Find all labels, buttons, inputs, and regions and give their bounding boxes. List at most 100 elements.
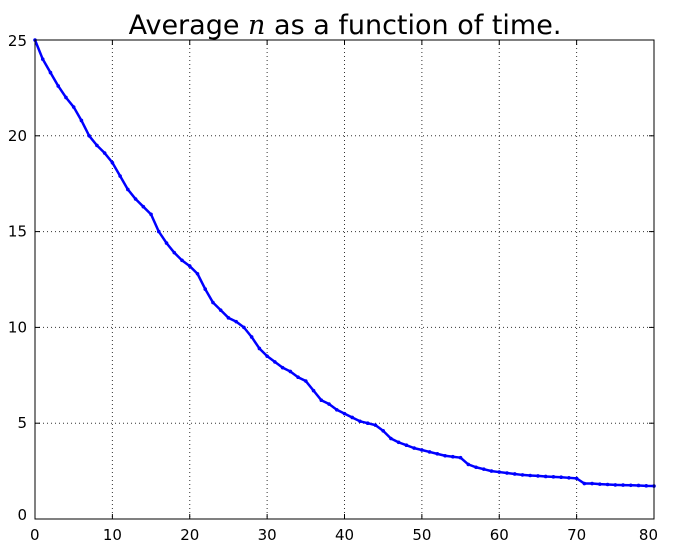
data-point	[157, 229, 161, 234]
data-point	[536, 474, 540, 478]
x-tick-label: 30	[258, 526, 277, 544]
data-point	[489, 469, 494, 473]
y-tick-label: 25	[8, 32, 27, 50]
data-point	[644, 484, 649, 488]
data-point	[311, 388, 316, 393]
chart-title-variable: n	[248, 10, 265, 41]
x-tick-label: 10	[103, 526, 122, 544]
data-point	[242, 325, 246, 330]
x-tick-label: 70	[567, 526, 586, 544]
data-point	[551, 475, 556, 479]
data-point	[636, 483, 641, 488]
data-point	[451, 454, 455, 459]
x-tick-label: 80	[639, 526, 658, 544]
data-point	[296, 375, 300, 380]
data-point	[559, 475, 563, 480]
data-point	[628, 483, 633, 488]
data-point	[373, 423, 378, 427]
y-tick-label: 0	[17, 506, 27, 524]
data-point	[203, 287, 208, 291]
data-point	[443, 453, 447, 458]
y-tick-label: 10	[8, 318, 27, 336]
plot-frame	[34, 39, 655, 520]
data-points	[33, 38, 656, 488]
data-point	[288, 369, 293, 374]
chart-title: Average n as a function of time.	[129, 10, 562, 41]
data-point	[79, 118, 84, 123]
data-point	[249, 335, 254, 339]
data-point	[280, 365, 285, 370]
data-point	[180, 258, 184, 263]
y-tick-label: 5	[17, 414, 27, 432]
grid-lines	[35, 40, 654, 519]
data-point	[420, 448, 424, 452]
data-point	[257, 346, 262, 351]
data-point	[590, 481, 594, 486]
data-point	[56, 84, 61, 88]
data-point	[342, 411, 347, 416]
data-point	[187, 264, 192, 268]
x-tick-label: 0	[30, 526, 40, 544]
axis-ticks: 0 10 20 30 40 50 60 70 80 0 5 10 15 20 25	[8, 32, 658, 544]
data-point	[358, 419, 362, 424]
data-point	[265, 354, 269, 358]
data-point	[133, 197, 138, 201]
data-point	[427, 450, 432, 454]
data-point	[141, 204, 146, 209]
data-point	[598, 482, 602, 486]
data-point	[389, 436, 393, 441]
data-point	[528, 473, 532, 478]
data-point	[350, 415, 355, 420]
data-point	[149, 212, 153, 217]
chart-title-prefix: Average	[129, 10, 248, 41]
data-point	[40, 57, 45, 61]
data-point	[567, 476, 571, 480]
y-tick-label: 20	[8, 127, 27, 145]
data-point	[164, 241, 169, 245]
data-point	[126, 187, 130, 192]
data-point	[481, 467, 486, 471]
data-point	[211, 300, 215, 305]
data-point	[365, 421, 370, 426]
data-point	[412, 446, 416, 450]
data-point	[605, 482, 610, 487]
data-point	[520, 473, 525, 477]
data-point	[458, 455, 463, 460]
data-point	[435, 452, 440, 456]
data-point	[621, 483, 625, 487]
data-point	[195, 271, 200, 276]
data-point	[327, 402, 331, 406]
data-point	[95, 143, 99, 148]
data-point	[304, 379, 308, 383]
data-point	[404, 443, 409, 448]
data-point	[118, 174, 122, 178]
data-point	[273, 360, 277, 364]
data-point	[172, 250, 177, 255]
data-point	[381, 429, 385, 433]
data-point	[64, 95, 68, 100]
data-point	[574, 476, 579, 481]
data-point	[87, 134, 91, 138]
data-point	[71, 105, 76, 109]
x-tick-label: 60	[490, 526, 509, 544]
x-tick-label: 50	[412, 526, 431, 544]
chart-title-suffix: as a function of time.	[265, 10, 561, 41]
data-point	[466, 462, 471, 467]
data-point	[396, 440, 401, 445]
data-point	[218, 308, 223, 312]
data-point	[110, 160, 115, 165]
x-tick-label: 40	[335, 526, 354, 544]
data-point	[48, 70, 53, 75]
data-point	[512, 472, 517, 476]
data-point	[234, 319, 238, 324]
data-point	[582, 481, 587, 486]
data-point	[497, 470, 502, 474]
data-point	[226, 316, 231, 320]
data-point	[474, 465, 478, 470]
series-line	[33, 39, 655, 488]
x-tick-label: 20	[180, 526, 199, 544]
data-point	[505, 471, 509, 475]
y-tick-label: 15	[8, 223, 27, 241]
data-point	[334, 407, 339, 412]
